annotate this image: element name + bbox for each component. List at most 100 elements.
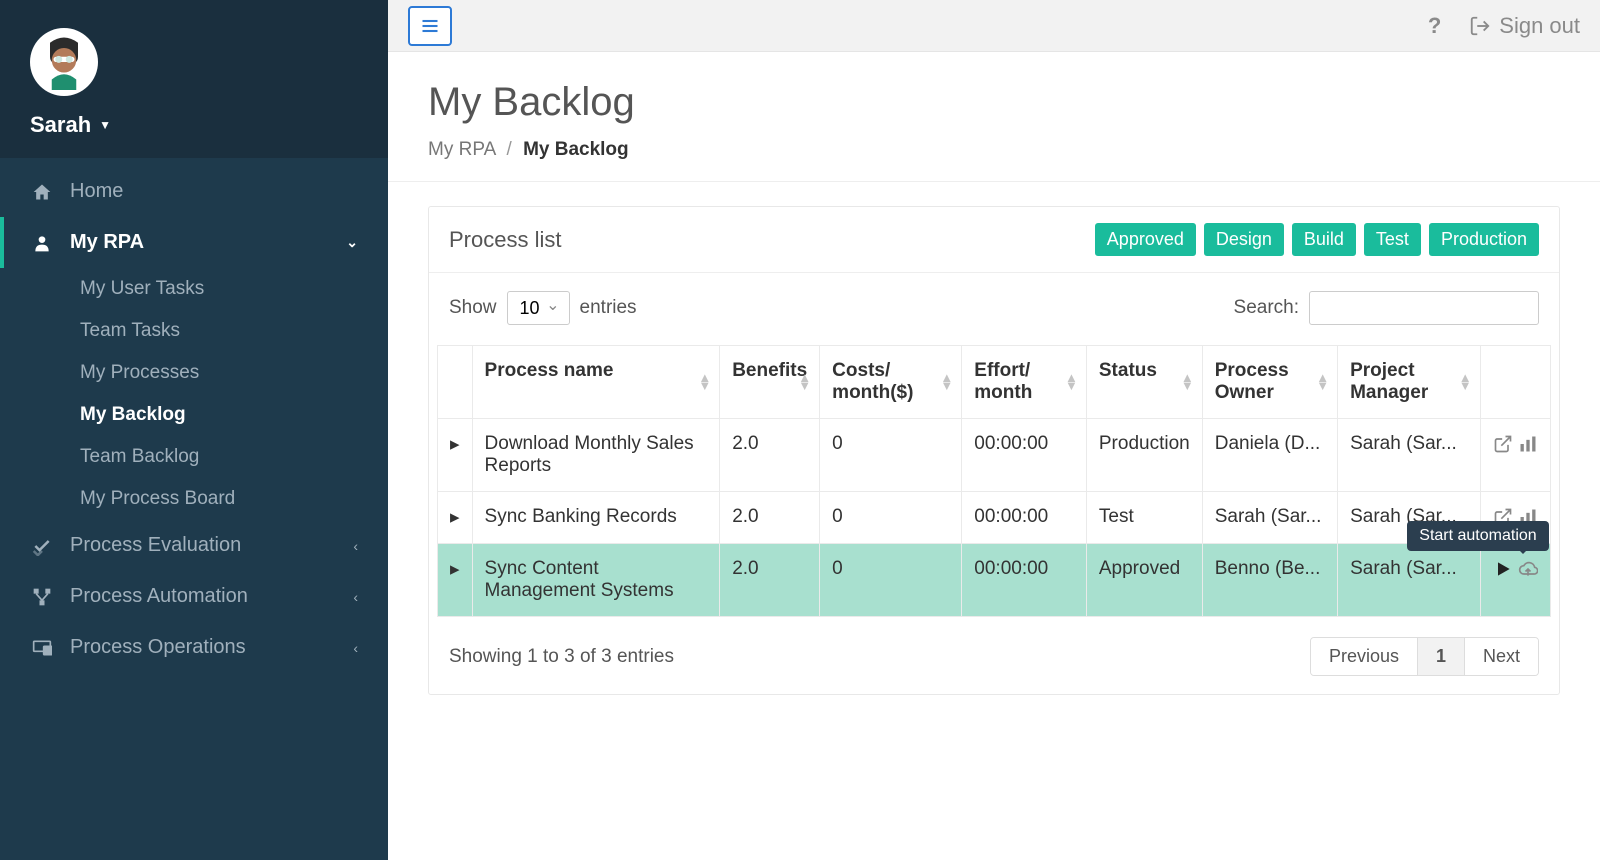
- nav-process-automation[interactable]: Process Automation ‹: [0, 571, 388, 622]
- nav-my-user-tasks[interactable]: My User Tasks: [44, 268, 388, 310]
- col-expand: [438, 346, 473, 419]
- play-icon[interactable]: [1493, 559, 1513, 579]
- cell-costs: 0: [820, 492, 962, 544]
- cell-owner: Benno (Be...: [1202, 544, 1337, 617]
- nav-sub-label: My Backlog: [80, 404, 186, 426]
- page-header: My Backlog My RPA / My Backlog: [388, 52, 1600, 182]
- nav-process-evaluation-label: Process Evaluation: [70, 534, 241, 557]
- row-expander[interactable]: ▸: [450, 559, 460, 580]
- chevron-left-icon: ‹: [353, 640, 358, 656]
- process-list-card: Process list Approved Design Build Test …: [428, 206, 1560, 695]
- nav-sub-label: Team Backlog: [80, 446, 199, 468]
- cell-actions: Start automation: [1480, 544, 1550, 617]
- cell-owner: Sarah (Sar...: [1202, 492, 1337, 544]
- chart-icon[interactable]: [1518, 434, 1538, 454]
- pagination-next[interactable]: Next: [1465, 638, 1538, 675]
- nav-team-tasks[interactable]: Team Tasks: [44, 310, 388, 352]
- sort-icon[interactable]: ▲▼: [1065, 374, 1078, 390]
- page-title: My Backlog: [428, 80, 1560, 125]
- user-menu[interactable]: Sarah ▼: [30, 112, 358, 138]
- cell-effort: 00:00:00: [962, 492, 1087, 544]
- avatar-icon: [36, 34, 92, 90]
- sort-icon[interactable]: ▲▼: [1316, 374, 1329, 390]
- home-icon: [30, 182, 54, 202]
- table-footer: Showing 1 to 3 of 3 entries Previous 1 N…: [429, 631, 1559, 694]
- row-expander[interactable]: ▸: [450, 507, 460, 528]
- nav-process-operations[interactable]: Process Operations ‹: [0, 622, 388, 673]
- avatar[interactable]: [30, 28, 98, 96]
- signout-button[interactable]: Sign out: [1469, 13, 1580, 39]
- nav-my-rpa[interactable]: My RPA ⌄: [0, 217, 388, 268]
- filter-build[interactable]: Build: [1292, 223, 1356, 256]
- page-size-select[interactable]: 10: [507, 291, 570, 325]
- table-footer-text: Showing 1 to 3 of 3 entries: [449, 646, 674, 668]
- col-manager[interactable]: Project Manager▲▼: [1338, 346, 1481, 419]
- nav-process-evaluation[interactable]: Process Evaluation ‹: [0, 520, 388, 571]
- nav-sub-label: My Process Board: [80, 488, 235, 510]
- network-icon: [30, 587, 54, 607]
- nav-sub-label: Team Tasks: [80, 320, 180, 342]
- col-effort[interactable]: Effort/ month▲▼: [962, 346, 1087, 419]
- filter-approved[interactable]: Approved: [1095, 223, 1196, 256]
- nav-home-label: Home: [70, 180, 123, 203]
- cell-costs: 0: [820, 544, 962, 617]
- tooltip: Start automation: [1407, 521, 1548, 551]
- nav-my-backlog[interactable]: My Backlog: [44, 394, 388, 436]
- col-benefits[interactable]: Benefits▲▼: [720, 346, 820, 419]
- filter-badges: Approved Design Build Test Production: [1095, 223, 1539, 256]
- nav-my-process-board[interactable]: My Process Board: [44, 478, 388, 520]
- breadcrumb-root[interactable]: My RPA: [428, 139, 495, 160]
- breadcrumb-separator: /: [507, 139, 512, 160]
- nav-process-automation-label: Process Automation: [70, 585, 248, 608]
- nav-home[interactable]: Home: [0, 166, 388, 217]
- pagination-prev[interactable]: Previous: [1311, 638, 1418, 675]
- open-icon[interactable]: [1493, 434, 1513, 454]
- username-label: Sarah: [30, 112, 91, 138]
- row-expander[interactable]: ▸: [450, 434, 460, 455]
- table-row[interactable]: ▸Sync Banking Records2.0000:00:00TestSar…: [438, 492, 1551, 544]
- chevron-left-icon: ‹: [353, 538, 358, 554]
- cloud-upload-icon[interactable]: [1518, 559, 1538, 579]
- pagination-page-1[interactable]: 1: [1418, 638, 1465, 675]
- table-row[interactable]: ▸ Sync Content Management Systems2.0000:0…: [438, 544, 1551, 617]
- cell-status: Test: [1086, 492, 1202, 544]
- filter-production[interactable]: Production: [1429, 223, 1539, 256]
- filter-design[interactable]: Design: [1204, 223, 1284, 256]
- help-button[interactable]: ?: [1428, 13, 1441, 39]
- nav-my-rpa-label: My RPA: [70, 231, 144, 254]
- sort-icon[interactable]: ▲▼: [1181, 374, 1194, 390]
- cell-status: Approved: [1086, 544, 1202, 617]
- cell-effort: 00:00:00: [962, 544, 1087, 617]
- search-input[interactable]: [1309, 291, 1539, 325]
- user-icon: [30, 233, 54, 253]
- cell-status: Production: [1086, 419, 1202, 492]
- nav-team-backlog[interactable]: Team Backlog: [44, 436, 388, 478]
- cell-benefits: 2.0: [720, 544, 820, 617]
- cell-manager: Sarah (Sar...: [1338, 544, 1481, 617]
- cell-process-name: Sync Content Management Systems: [472, 544, 720, 617]
- cell-owner: Daniela (D...: [1202, 419, 1337, 492]
- sort-icon[interactable]: ▲▼: [1459, 374, 1472, 390]
- sidebar: Sarah ▼ Home My RPA ⌄ My User Tasks Team: [0, 0, 388, 860]
- col-owner[interactable]: Process Owner▲▼: [1202, 346, 1337, 419]
- col-costs[interactable]: Costs/ month($)▲▼: [820, 346, 962, 419]
- sidebar-header: Sarah ▼: [0, 0, 388, 158]
- sort-icon[interactable]: ▲▼: [698, 374, 711, 390]
- table-row[interactable]: ▸Download Monthly Sales Reports2.0000:00…: [438, 419, 1551, 492]
- cell-effort: 00:00:00: [962, 419, 1087, 492]
- pagination: Previous 1 Next: [1310, 637, 1539, 676]
- screen-icon: [30, 638, 54, 658]
- card-title: Process list: [449, 227, 561, 253]
- col-process-name[interactable]: Process name▲▼: [472, 346, 720, 419]
- sidebar-toggle-button[interactable]: [408, 6, 452, 46]
- sort-icon[interactable]: ▲▼: [798, 374, 811, 390]
- signout-icon: [1469, 15, 1491, 37]
- cell-costs: 0: [820, 419, 962, 492]
- cell-benefits: 2.0: [720, 492, 820, 544]
- col-status[interactable]: Status▲▼: [1086, 346, 1202, 419]
- sort-icon[interactable]: ▲▼: [940, 374, 953, 390]
- filter-test[interactable]: Test: [1364, 223, 1421, 256]
- cell-manager: Sarah (Sar...: [1338, 419, 1481, 492]
- nav-my-processes[interactable]: My Processes: [44, 352, 388, 394]
- cell-benefits: 2.0: [720, 419, 820, 492]
